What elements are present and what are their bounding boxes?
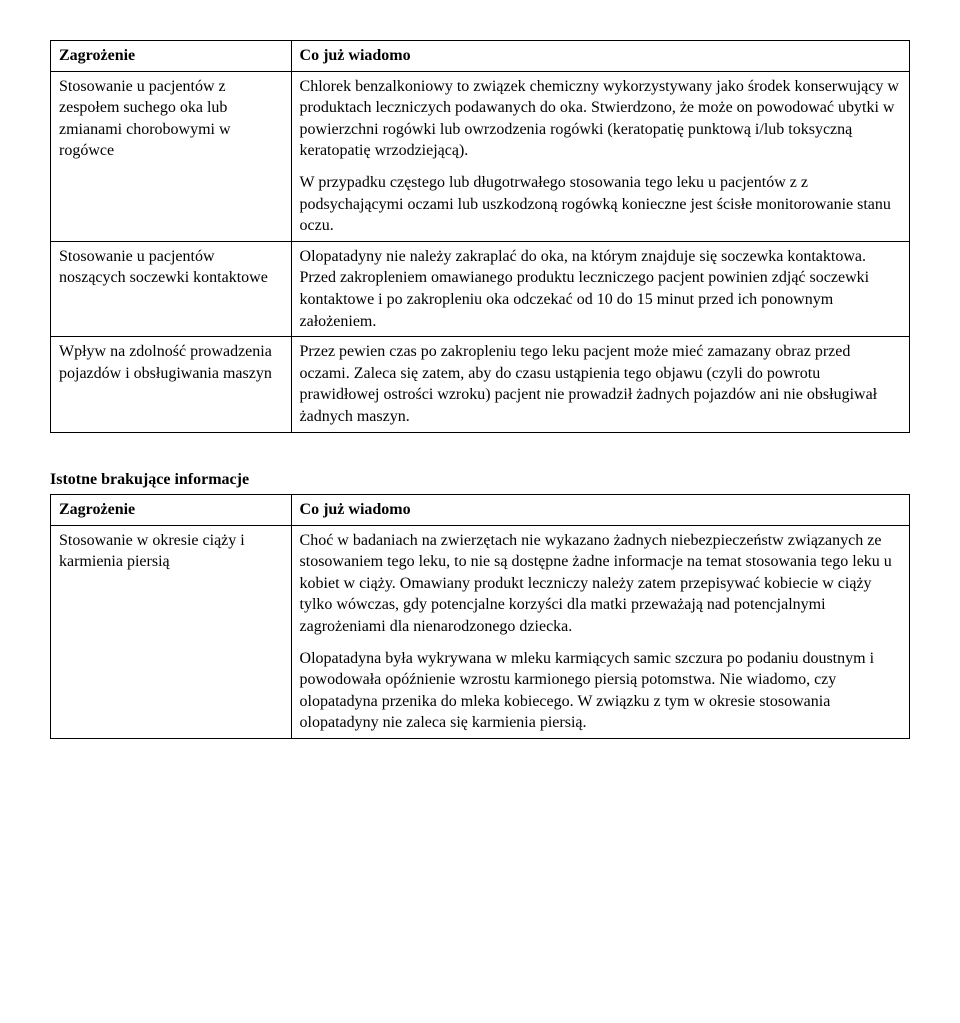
risk-table-2: Zagrożenie Co już wiadomo Stosowanie w o… [50,494,910,739]
paragraph: Olopatadyna była wykrywana w mleku karmi… [300,648,901,734]
risk-cell: Stosowanie u pacjentów z zespołem sucheg… [51,71,292,241]
risk-cell: Stosowanie u pacjentów noszących soczewk… [51,241,292,336]
risk-cell: Wpływ na zdolność prowadzenia pojazdów i… [51,337,292,432]
header-risk: Zagrożenie [51,41,292,72]
table-row: Stosowanie u pacjentów z zespołem sucheg… [51,71,910,241]
header-risk: Zagrożenie [51,495,292,526]
section-heading-missing-info: Istotne brakujące informacje [50,469,910,491]
paragraph: Choć w badaniach na zwierzętach nie wyka… [300,530,901,638]
known-cell: Chlorek benzalkoniowy to związek chemicz… [291,71,909,241]
paragraph: Chlorek benzalkoniowy to związek chemicz… [300,76,901,162]
table-row: Stosowanie w okresie ciąży i karmienia p… [51,525,910,738]
paragraph: W przypadku częstego lub długotrwałego s… [300,172,901,237]
table-row: Stosowanie u pacjentów noszących soczewk… [51,241,910,336]
risk-table-1: Zagrożenie Co już wiadomo Stosowanie u p… [50,40,910,433]
table-header-row: Zagrożenie Co już wiadomo [51,495,910,526]
known-cell: Przez pewien czas po zakropleniu tego le… [291,337,909,432]
risk-cell: Stosowanie w okresie ciąży i karmienia p… [51,525,292,738]
known-cell: Choć w badaniach na zwierzętach nie wyka… [291,525,909,738]
table-header-row: Zagrożenie Co już wiadomo [51,41,910,72]
table-row: Wpływ na zdolność prowadzenia pojazdów i… [51,337,910,432]
header-known: Co już wiadomo [291,495,909,526]
known-cell: Olopatadyny nie należy zakraplać do oka,… [291,241,909,336]
header-known: Co już wiadomo [291,41,909,72]
